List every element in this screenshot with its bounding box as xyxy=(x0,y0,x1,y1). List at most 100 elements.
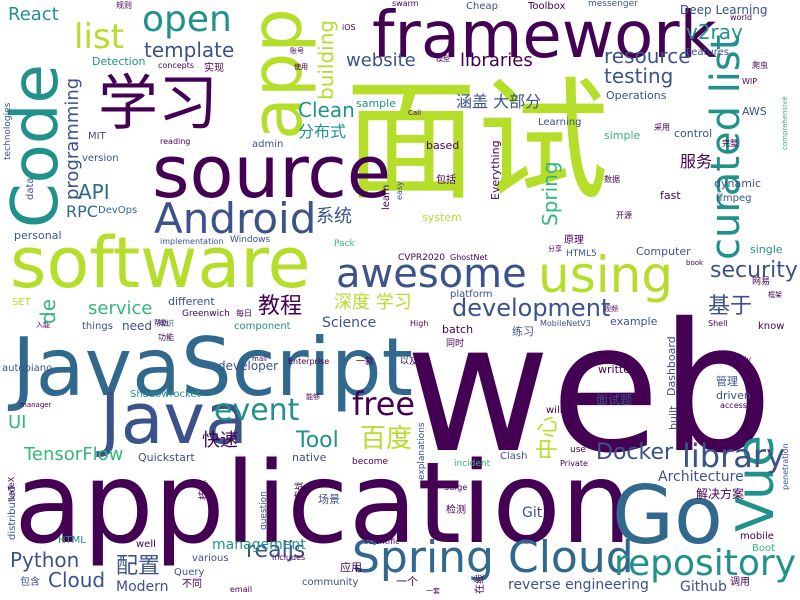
word-xuexi: 学习 xyxy=(98,69,218,139)
word-high: High xyxy=(410,319,429,328)
word-greenwich: Greenwich xyxy=(182,309,230,319)
word-testing: testing xyxy=(604,64,674,88)
word-kaiyuan: 开源 xyxy=(616,211,632,220)
word-go: Go xyxy=(612,469,723,562)
word-pachong: 爬虫 xyxy=(752,61,768,70)
word-event: event xyxy=(214,393,300,428)
word-android: Android xyxy=(154,194,317,243)
word-built: built xyxy=(667,405,680,430)
word-framework: framework xyxy=(372,0,717,73)
word-email: email xyxy=(230,585,253,594)
word-zhongxin: 中心 xyxy=(536,415,561,460)
word-features: Features xyxy=(686,47,729,58)
word-butong: 不同 xyxy=(182,579,202,590)
word-everything: Everything xyxy=(489,140,502,200)
word-software: software xyxy=(10,222,311,304)
word-ffmpeg: ffmpeg xyxy=(716,193,752,204)
word-community: community xyxy=(302,577,359,588)
word-kuaisu: 快速 xyxy=(202,430,238,451)
word-api: API xyxy=(78,180,110,204)
word-includes: includes xyxy=(272,553,306,562)
word-computer: Computer xyxy=(636,245,691,258)
word-html5: HTML5 xyxy=(566,249,597,259)
word-yingyong: 应用 xyxy=(340,561,362,574)
word-source: source xyxy=(152,130,392,214)
word-moxing: 模型 xyxy=(436,55,450,63)
word-jiyu: 基于 xyxy=(708,294,753,319)
word-mianshi: 面试 xyxy=(345,65,609,219)
word-yiji: 以及 xyxy=(400,357,419,367)
word-meiri: 每日 xyxy=(236,309,252,318)
word-control: control xyxy=(674,127,713,140)
word-sample: sample xyxy=(356,97,396,110)
word-concepts: concepts xyxy=(158,61,195,70)
word-dynamic: dynamic xyxy=(714,177,762,190)
word-tensorflow: TensorFlow xyxy=(24,444,124,465)
word-well: well xyxy=(136,539,156,550)
word-free: free xyxy=(352,385,416,423)
word-different: different xyxy=(168,295,215,308)
word-rpc: RPC xyxy=(66,202,98,221)
word-realjs: realjs xyxy=(246,538,306,563)
word-ui: UI xyxy=(8,412,27,433)
word-bangzhu: 帮助 xyxy=(154,319,168,327)
word-changjing: 场景 xyxy=(318,493,340,506)
word-set: SET xyxy=(12,297,31,308)
word-template: template xyxy=(144,38,235,62)
word-version: version xyxy=(82,153,119,164)
word-scientific: scientific xyxy=(364,537,400,546)
word-ghostnet: GhostNet xyxy=(450,253,488,262)
word-system: system xyxy=(422,211,462,224)
word-list: list xyxy=(74,17,124,57)
word-single: single xyxy=(750,243,783,256)
word-nenggou: 能够 xyxy=(306,393,320,401)
word-git: Git xyxy=(522,505,543,521)
word-wip: WIP xyxy=(742,77,758,86)
word-ios: iOS xyxy=(342,23,356,32)
word-simple: simple xyxy=(604,129,641,142)
word-things: things xyxy=(82,321,113,332)
word-html: HTML xyxy=(58,535,86,546)
word-developer: developer xyxy=(218,359,279,373)
word-shendu-xuexi: 深度 学习 xyxy=(334,292,412,313)
word-clean: Clean xyxy=(298,98,355,122)
word-lianxi: 练习 xyxy=(512,325,534,338)
word-private: Private xyxy=(560,459,588,468)
word-various: various xyxy=(192,553,229,564)
word-wangyi: 网易 xyxy=(752,277,771,287)
word-fuwu: 服务 xyxy=(680,152,713,171)
word-jiejuefangan: 解决方案 xyxy=(696,487,745,501)
word-building: building xyxy=(314,19,338,100)
word-reverse-engineering: reverse engineering xyxy=(508,577,649,593)
word-batch: batch xyxy=(442,323,474,336)
word-development: development xyxy=(452,294,611,322)
word-yige: 一个 xyxy=(396,575,418,588)
word-latex: LaTeX xyxy=(7,476,16,500)
word-admin: admin xyxy=(252,139,284,150)
word-yuanli: 原理 xyxy=(564,235,584,246)
word-tool: Tool xyxy=(296,428,339,453)
word-toolbox: Toolbox xyxy=(528,1,566,12)
word-de: de xyxy=(36,299,60,324)
word-implementation: implementation xyxy=(160,237,224,246)
word-based: based xyxy=(426,139,460,152)
word-swarm: swarm xyxy=(392,0,419,8)
word-security: security xyxy=(710,258,798,283)
word-detection: Detection xyxy=(92,55,146,68)
word-shizhan: 实战 xyxy=(295,481,305,500)
word-enterprise: Enterprise xyxy=(288,357,330,366)
word-fenbushi: 分布式 xyxy=(298,122,347,141)
word-architecture: Architecture xyxy=(658,469,744,485)
word-spring-cloud: Spring Cloud xyxy=(352,532,634,583)
word-python: Python xyxy=(10,548,80,572)
word-zhishi: 知识 xyxy=(158,319,174,328)
word-quickstart: Quickstart xyxy=(138,451,195,464)
word-cloud: Cloud xyxy=(48,568,106,592)
word-xitong: 系统 xyxy=(316,206,352,227)
word-cvpr2020: CVPR2020 xyxy=(398,253,446,263)
word-use: use xyxy=(570,445,586,455)
word-zaixian: 在线 xyxy=(475,574,486,594)
word-hangai: 涵盖 大部分 xyxy=(456,92,542,111)
word-zhanghao: 账号 xyxy=(290,47,304,55)
